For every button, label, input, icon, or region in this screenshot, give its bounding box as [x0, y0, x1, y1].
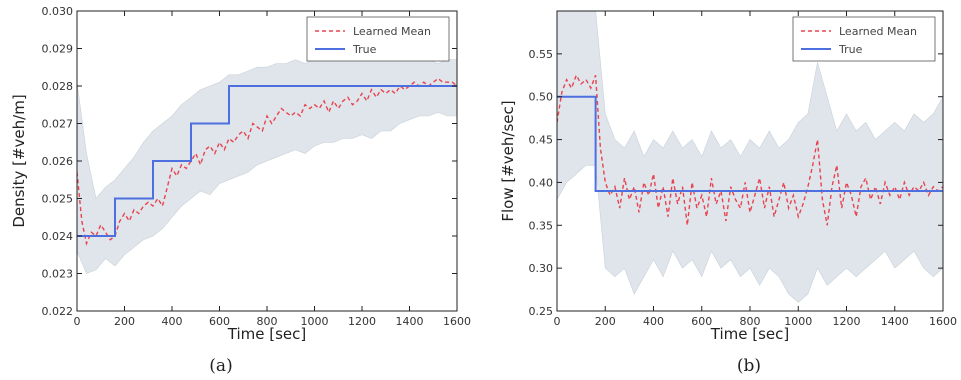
legend-box: [792, 16, 936, 62]
y-tick-label: 0.029: [42, 43, 74, 56]
y-tick-label: 0.45: [529, 134, 554, 147]
x-tick-label: 1400: [881, 315, 909, 328]
y-axis-label: Flow [#veh/sec]: [499, 100, 517, 221]
x-tick-label: 800: [257, 315, 278, 328]
x-tick-label: 1600: [443, 315, 471, 328]
series-learned-mean-line: [77, 77, 457, 246]
legend-box: [306, 16, 450, 62]
x-axis-label: Time [sec]: [710, 325, 789, 343]
y-tick-label: 0.030: [42, 5, 74, 18]
x-tick-label: 200: [595, 315, 616, 328]
y-tick-label: 0.55: [529, 48, 554, 61]
y-tick-label: 0.022: [42, 305, 74, 318]
x-tick-label: 1400: [396, 315, 424, 328]
figure-caption: (a): [209, 356, 232, 376]
legend-label: True: [352, 43, 377, 56]
x-tick-label: 600: [209, 315, 230, 328]
confidence-band: [77, 55, 457, 274]
x-tick-label: 1000: [301, 315, 329, 328]
legend-label: Learned Mean: [353, 25, 431, 38]
y-tick-label: 0.25: [529, 305, 554, 318]
chart-a-density: 0 200 400 600 800 1000 1200 1400 1600 0.022 0.023 0…: [10, 5, 471, 376]
y-tick-label: 0.30: [529, 262, 554, 275]
y-tick-label: 0.40: [529, 176, 554, 189]
x-tick-label: 800: [740, 315, 761, 328]
x-tick-label: 200: [114, 315, 135, 328]
x-tick-label: 1200: [348, 315, 376, 328]
legend-label: Learned Mean: [839, 25, 917, 38]
x-tick-label: 1600: [929, 315, 957, 328]
x-tick-label: 1200: [833, 315, 861, 328]
series-learned-mean-line: [557, 73, 943, 226]
y-tick-label: 0.023: [42, 268, 74, 281]
x-tick-label: 400: [162, 315, 183, 328]
legend: Learned Mean True: [306, 16, 450, 62]
x-tick-label: 400: [643, 315, 664, 328]
y-tick-label: 0.024: [42, 230, 74, 243]
x-tick-label: 0: [554, 315, 561, 328]
y-tick-label: 0.35: [529, 219, 554, 232]
series-true-line: [557, 95, 943, 192]
y-tick-label: 0.027: [42, 118, 74, 131]
y-tick-label: 0.028: [42, 80, 74, 93]
legend: Learned Mean True: [792, 16, 936, 62]
y-axis-label: Density [#veh/m]: [10, 94, 28, 227]
legend-label: True: [838, 43, 863, 56]
confidence-band: [557, 11, 943, 303]
figure-caption: (b): [737, 356, 761, 376]
y-tick-label: 0.50: [529, 91, 554, 104]
series-true-line: [77, 85, 457, 237]
y-tick-label: 0.026: [42, 155, 74, 168]
chart-b-flow: 0 200 400 600 800 1000 1200 1400 1600 0.25 0.30 0.3…: [499, 10, 957, 376]
y-tick-label: 0.025: [42, 193, 74, 206]
x-tick-label: 600: [691, 315, 712, 328]
x-axis-label: Time [sec]: [227, 325, 306, 343]
x-tick-label: 0: [74, 315, 81, 328]
x-tick-label: 1000: [784, 315, 812, 328]
